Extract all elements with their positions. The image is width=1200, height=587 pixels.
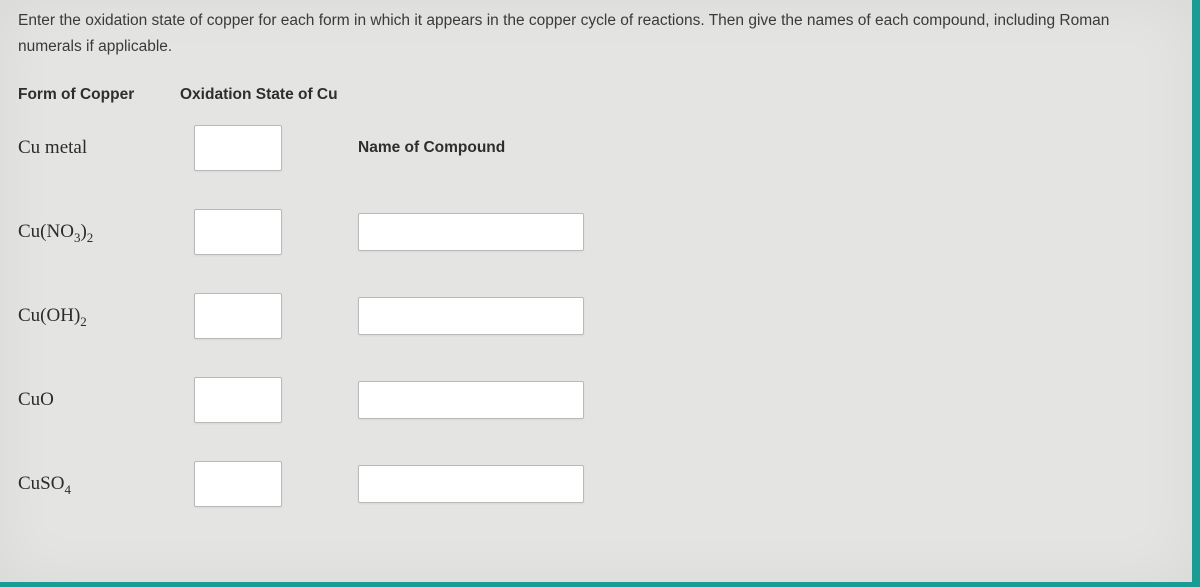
question-panel: Enter the oxidation state of copper for … [0, 0, 1192, 582]
form-label-cu-metal: Cu metal [18, 137, 194, 159]
form-label-cuno3-2: Cu(NO3)2 [18, 221, 194, 243]
name-column-header-wrap: Name of Compound [358, 139, 505, 157]
table-row: Cu metal Name of Compound [18, 118, 1174, 178]
table-row: CuO [18, 370, 1174, 430]
form-label-cuo: CuO [18, 389, 194, 411]
header-form: Form of Copper [18, 86, 180, 104]
form-label-cuso4: CuSO4 [18, 473, 194, 495]
oxidation-input-cu-metal[interactable] [194, 125, 282, 171]
oxidation-input-cuso4[interactable] [194, 461, 282, 507]
oxidation-input-cuo[interactable] [194, 377, 282, 423]
name-input-cuo[interactable] [358, 381, 584, 419]
form-label-cuoh2: Cu(OH)2 [18, 305, 194, 327]
table-row: Cu(OH)2 [18, 286, 1174, 346]
header-name: Name of Compound [358, 139, 505, 156]
oxidation-input-cuno3-2[interactable] [194, 209, 282, 255]
table-row: Cu(NO3)2 [18, 202, 1174, 262]
table-row: CuSO4 [18, 454, 1174, 514]
column-headers: Form of Copper Oxidation State of Cu [18, 86, 1174, 104]
name-input-cuso4[interactable] [358, 465, 584, 503]
oxidation-input-cuoh2[interactable] [194, 293, 282, 339]
name-input-cuno3-2[interactable] [358, 213, 584, 251]
header-oxidation: Oxidation State of Cu [180, 86, 338, 104]
name-input-cuoh2[interactable] [358, 297, 584, 335]
instructions-text: Enter the oxidation state of copper for … [18, 8, 1174, 60]
